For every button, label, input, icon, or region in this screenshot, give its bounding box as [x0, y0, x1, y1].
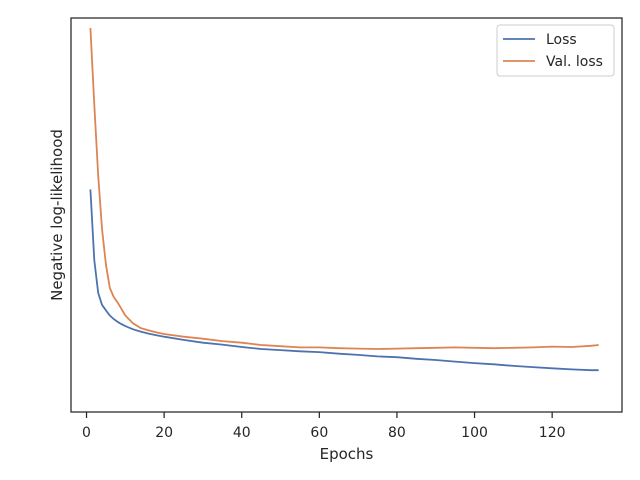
- legend: Loss Val. loss: [496, 24, 615, 77]
- x-tick-label: 0: [82, 425, 91, 441]
- legend-label-val-loss: Val. loss: [546, 54, 603, 70]
- series-line-val-loss: [89, 27, 599, 350]
- x-tick-label: 120: [539, 425, 566, 441]
- x-tick-label: 100: [461, 425, 488, 441]
- plot-area: [70, 17, 623, 413]
- y-axis-title: Negative log-likelihood: [48, 129, 66, 301]
- x-axis-ticks: 0 20 40 60 80 100 120: [82, 412, 566, 441]
- x-tick-label: 40: [233, 425, 251, 441]
- x-tick-label: 80: [388, 425, 406, 441]
- x-tick-label: 20: [155, 425, 173, 441]
- series-line-loss: [89, 189, 599, 372]
- series-layer: [89, 27, 599, 372]
- legend-label-loss: Loss: [546, 32, 577, 48]
- legend-frame: [496, 24, 615, 77]
- x-axis-title: Epochs: [320, 445, 374, 463]
- x-tick-label: 60: [310, 425, 328, 441]
